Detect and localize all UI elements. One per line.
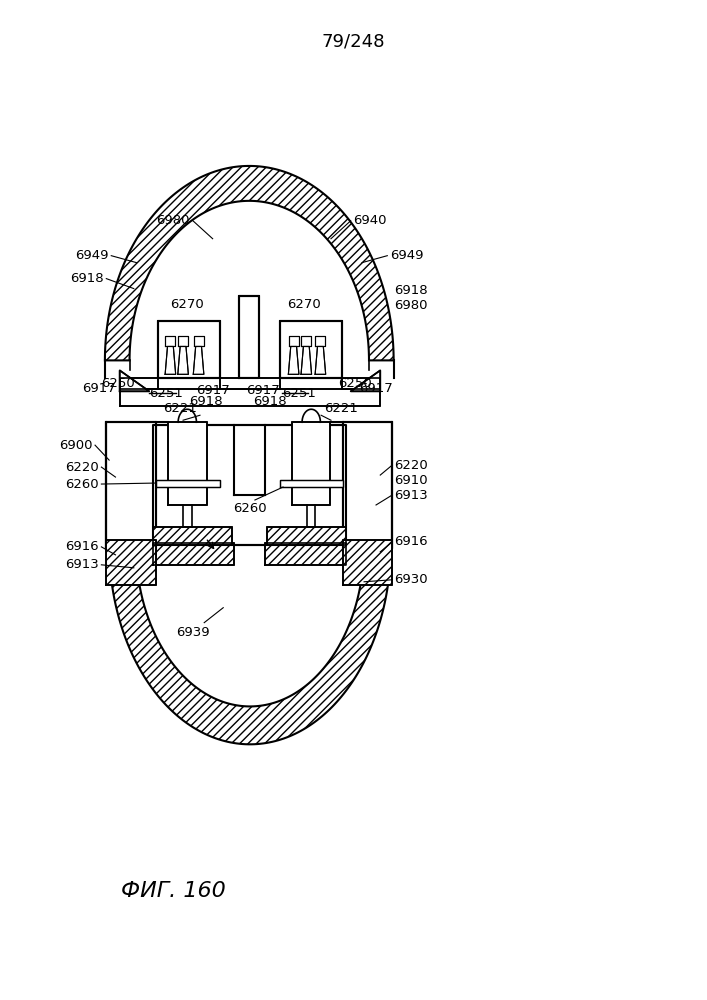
Text: 6949: 6949 (390, 249, 423, 262)
Text: 6220: 6220 (65, 461, 98, 474)
Text: 6220: 6220 (395, 459, 428, 472)
Polygon shape (279, 480, 343, 487)
Text: 6221: 6221 (163, 402, 197, 415)
Polygon shape (105, 540, 156, 585)
Text: 6260: 6260 (65, 478, 98, 491)
Text: 6917: 6917 (83, 382, 116, 395)
Polygon shape (158, 320, 220, 378)
Polygon shape (156, 480, 220, 487)
Polygon shape (292, 422, 330, 505)
Polygon shape (343, 540, 392, 585)
Text: 6913: 6913 (395, 489, 428, 502)
Text: 6260: 6260 (233, 502, 267, 515)
Polygon shape (351, 370, 380, 391)
Text: 6221: 6221 (324, 402, 358, 415)
Polygon shape (165, 336, 175, 346)
Polygon shape (315, 336, 325, 346)
Polygon shape (165, 346, 175, 374)
Text: 6980: 6980 (395, 299, 428, 312)
Polygon shape (220, 378, 279, 389)
Polygon shape (153, 527, 233, 545)
Text: 6917: 6917 (196, 384, 230, 397)
Text: 6251: 6251 (149, 387, 183, 400)
Text: 6918: 6918 (254, 395, 287, 408)
Text: 79/248: 79/248 (322, 32, 385, 50)
Polygon shape (279, 320, 341, 378)
Text: 6916: 6916 (395, 535, 428, 548)
Polygon shape (267, 527, 346, 545)
Text: 6250: 6250 (101, 377, 135, 390)
Polygon shape (240, 296, 259, 378)
Text: 6930: 6930 (395, 573, 428, 586)
Polygon shape (119, 389, 380, 406)
Text: 6980: 6980 (157, 214, 190, 227)
Text: 6913: 6913 (65, 558, 98, 571)
Text: 6917: 6917 (359, 382, 393, 395)
Text: 6918: 6918 (189, 395, 223, 408)
Polygon shape (301, 336, 311, 346)
Polygon shape (265, 543, 346, 565)
Polygon shape (177, 346, 188, 374)
Polygon shape (119, 378, 158, 389)
Text: 6251: 6251 (281, 387, 315, 400)
Polygon shape (168, 422, 207, 505)
Polygon shape (105, 166, 394, 360)
Text: 6918: 6918 (395, 284, 428, 297)
Text: 6949: 6949 (75, 249, 108, 262)
Polygon shape (341, 378, 380, 389)
Polygon shape (109, 545, 391, 744)
Polygon shape (301, 346, 312, 374)
Text: 6270: 6270 (170, 298, 204, 311)
Text: 6910: 6910 (395, 474, 428, 487)
Polygon shape (105, 422, 156, 548)
Polygon shape (178, 336, 188, 346)
Polygon shape (119, 370, 149, 391)
Polygon shape (288, 346, 299, 374)
Text: 6939: 6939 (176, 626, 210, 639)
Text: 6916: 6916 (65, 540, 98, 553)
Polygon shape (194, 336, 204, 346)
Polygon shape (343, 422, 392, 548)
Text: ФИГ. 160: ФИГ. 160 (121, 881, 226, 901)
Text: 6940: 6940 (354, 214, 387, 227)
Text: 6918: 6918 (70, 272, 103, 285)
Text: 6917: 6917 (247, 384, 280, 397)
Polygon shape (288, 336, 298, 346)
Polygon shape (193, 346, 204, 374)
Text: 6270: 6270 (287, 298, 321, 311)
Polygon shape (315, 346, 326, 374)
Text: 6250: 6250 (338, 377, 372, 390)
Text: 6900: 6900 (59, 439, 93, 452)
Polygon shape (153, 543, 234, 565)
Polygon shape (153, 425, 346, 545)
